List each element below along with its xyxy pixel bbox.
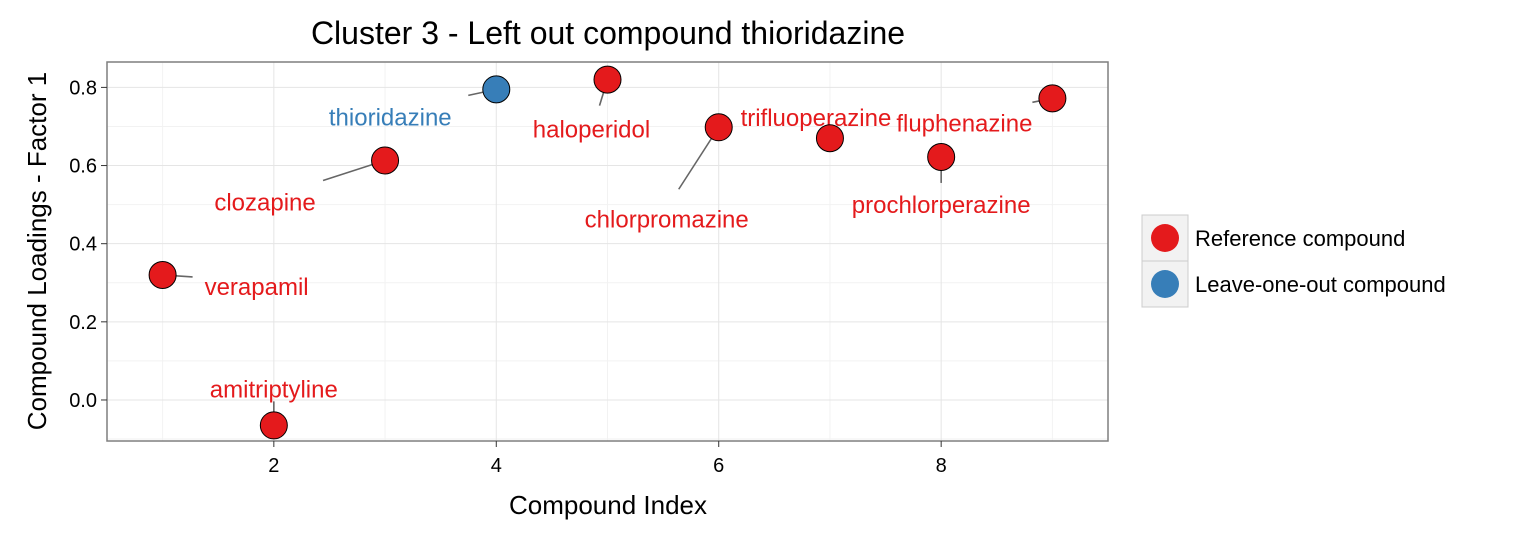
plot-area: 2 4 6 8 0.0 0.2 0.4 0.6 0.8 verapamil amitriptylin… bbox=[69, 61, 1109, 477]
data-points bbox=[148, 65, 1067, 440]
data-point-fluphenazine bbox=[1038, 84, 1067, 113]
chart-title: Cluster 3 - Left out compound thioridazi… bbox=[311, 15, 905, 51]
data-point-prochlorperazine bbox=[927, 142, 956, 171]
point-label-verapamil: verapamil bbox=[205, 274, 309, 301]
point-label-chlorpromazine: chlorpromazine bbox=[585, 206, 749, 233]
x-tick-label: 4 bbox=[491, 455, 502, 477]
legend-label-reference: Reference compound bbox=[1195, 226, 1405, 251]
point-label-trifluoperazine: trifluoperazine bbox=[741, 105, 892, 132]
x-tick-label: 8 bbox=[936, 455, 947, 477]
point-labels: verapamil amitriptyline clozapine thioridaz… bbox=[162, 79, 1053, 426]
y-tick-label: 0.6 bbox=[69, 156, 97, 178]
data-point-trifluoperazine bbox=[815, 124, 844, 153]
point-label-haloperidol: haloperidol bbox=[533, 117, 650, 144]
data-point-verapamil bbox=[148, 260, 177, 289]
point-label-prochlorperazine: prochlorperazine bbox=[852, 192, 1031, 219]
point-label-fluphenazine: fluphenazine bbox=[896, 110, 1032, 137]
y-tick-label: 0.4 bbox=[69, 234, 97, 256]
x-tick-label: 2 bbox=[268, 455, 279, 477]
data-point-clozapine bbox=[371, 146, 400, 175]
data-point-chlorpromazine bbox=[704, 113, 733, 142]
y-tick-label: 0.8 bbox=[69, 77, 97, 99]
point-label-amitriptyline: amitriptyline bbox=[210, 376, 338, 403]
plot-border bbox=[106, 61, 1109, 442]
y-tick-label: 0.2 bbox=[69, 312, 97, 334]
legend-label-leave-one-out: Leave-one-out compound bbox=[1195, 272, 1446, 297]
legend: Reference compound Leave-one-out compound bbox=[1141, 214, 1446, 308]
point-label-thioridazine: thioridazine bbox=[329, 104, 452, 131]
y-tick-label: 0.0 bbox=[69, 390, 97, 412]
y-axis-title: Compound Loadings - Factor 1 bbox=[22, 72, 52, 430]
data-point-amitriptyline bbox=[259, 411, 288, 440]
data-point-thioridazine bbox=[482, 75, 511, 104]
point-label-clozapine: clozapine bbox=[214, 189, 315, 216]
x-tick-label: 6 bbox=[713, 455, 724, 477]
legend-marker-leave-one-out bbox=[1151, 270, 1179, 298]
data-point-haloperidol bbox=[593, 65, 622, 94]
x-axis-title: Compound Index bbox=[509, 490, 707, 520]
legend-marker-reference bbox=[1151, 224, 1179, 252]
